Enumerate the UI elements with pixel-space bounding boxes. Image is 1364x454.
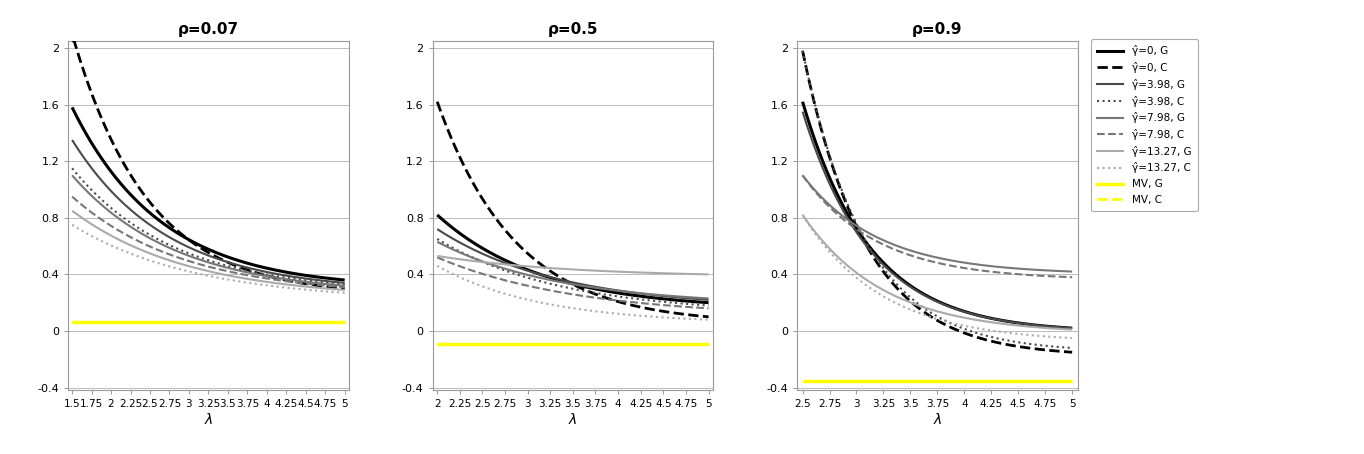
X-axis label: $\lambda$: $\lambda$ [203, 412, 213, 427]
Title: ρ=0.07: ρ=0.07 [177, 22, 239, 37]
X-axis label: $\lambda$: $\lambda$ [933, 412, 943, 427]
Title: ρ=0.9: ρ=0.9 [913, 22, 963, 37]
Title: ρ=0.5: ρ=0.5 [547, 22, 599, 37]
X-axis label: $\lambda$: $\lambda$ [569, 412, 577, 427]
Legend: γ̂=0, G, γ̂=0, C, γ̂=3.98, G, γ̂=3.98, C, γ̂=7.98, G, γ̂=7.98, C, γ̂=13.27, G, γ: γ̂=0, G, γ̂=0, C, γ̂=3.98, G, γ̂=3.98, C… [1091, 39, 1198, 211]
